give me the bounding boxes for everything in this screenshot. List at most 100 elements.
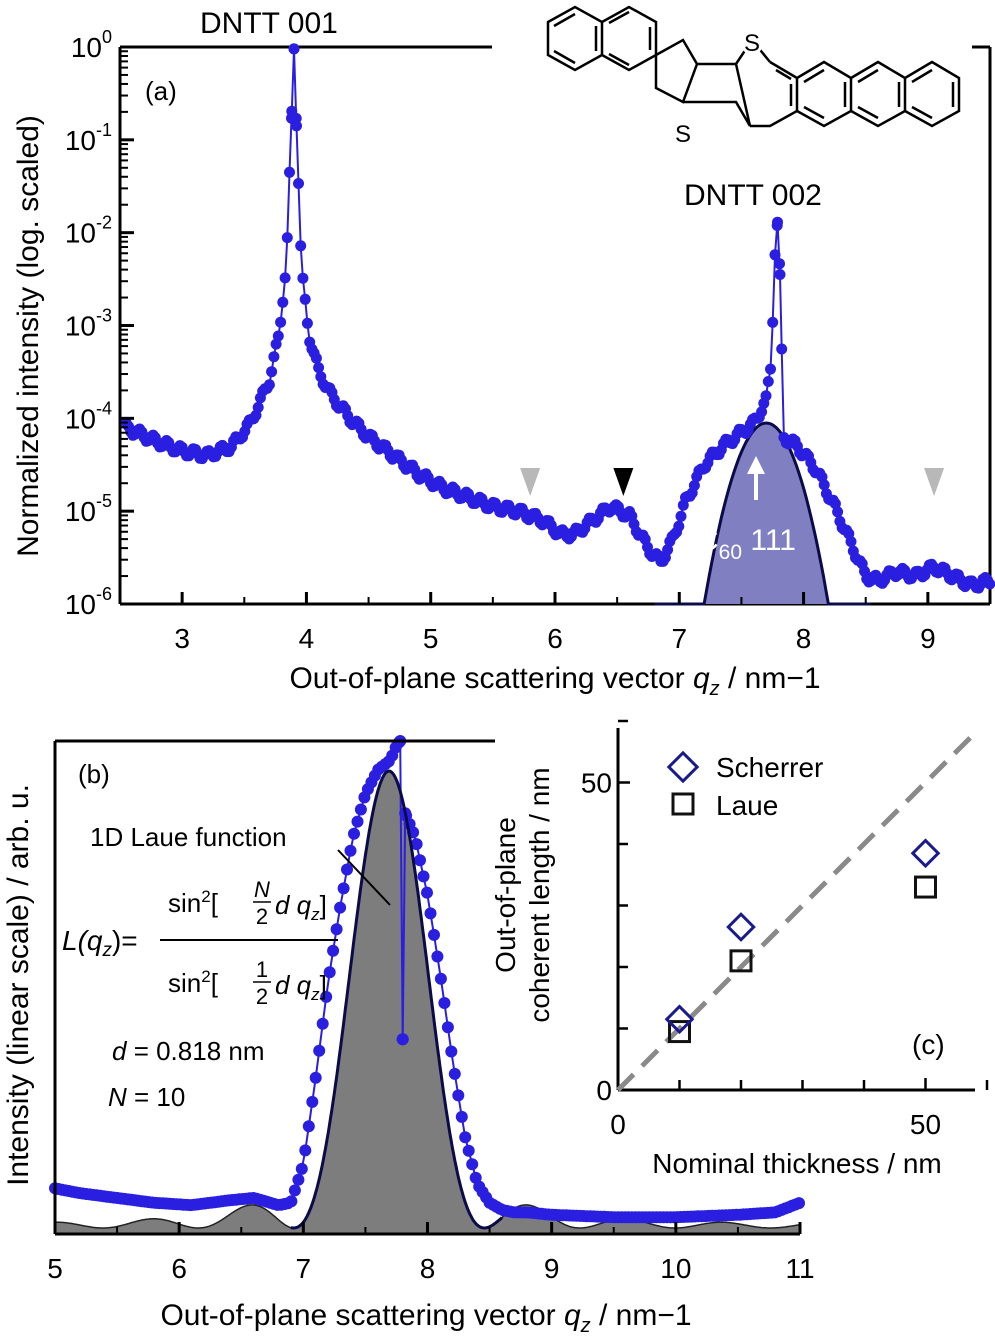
b-data-point [459,1131,472,1144]
a-triangle-marker [613,468,634,496]
b-data-point [441,1021,454,1034]
a-xtick-label: 3 [174,623,190,654]
panel-c-ticks: 0 50 0 50 [581,719,989,1140]
eq-den-open: [ [211,968,219,998]
b-data-point [299,1144,312,1157]
b-data-point [428,928,440,941]
a-data-point [310,352,322,364]
molecule-thiophene-left [654,38,699,104]
molecule-ring-far-right [904,60,961,128]
panel-b-y-label: Intensity (linear scale) / arb. u. [2,784,35,1186]
b-data-point [455,1110,468,1123]
dntt-001-label: DNTT 001 [200,7,338,40]
param-n-val: = 10 [127,1082,186,1112]
c60-label-hkl: 111 [742,524,796,557]
b-data-point [462,1144,475,1157]
a-triangle-marker [924,468,945,496]
b-data-point [320,990,333,1003]
panel-a-axes [118,45,992,606]
eq-lhs: L(qz)= [62,925,138,961]
laue-point [914,875,937,899]
panel-a-label: (a) [145,76,177,106]
a-data-point [297,272,309,284]
eq-lhs-end: )= [112,925,138,956]
panel-b-x-label: Out-of-plane scattering vector qz / nm−1 [160,1299,691,1337]
molecule-atom-s-bottom: S [675,121,691,148]
b-data-point [344,844,357,857]
scherrer-point [726,912,756,942]
a-data-point [845,536,857,548]
a-ytick-base: 10 [65,311,96,342]
molecule-ring-far-right-bonds [911,68,955,120]
b-data-point [330,923,343,936]
molecule-atom-s-top: S [744,30,760,57]
panel-b-x-label-var: q [564,1299,581,1332]
a-data-point [268,351,280,363]
molecule-ring-left-outer-inner-bonds [553,12,598,65]
dntt-molecule-structure [546,5,961,128]
a-data-point [772,216,783,228]
eq-den-frac-bottom: 2 [256,984,268,1009]
a-ytick-base: 10 [65,589,96,620]
legend-laue-label: Laue [716,790,778,821]
panel-a-x-ticks: 3 4 5 6 7 8 9 [174,592,936,654]
a-ytick-exp: -4 [96,398,112,418]
molecule-ring-left-inner [601,5,658,72]
b-data-point [438,997,451,1009]
b-data-point [327,944,340,957]
a-ytick-base: 10 [65,496,96,527]
b-xtick-label: 8 [420,1253,436,1284]
b-data-point [334,901,347,914]
b-data-point [337,882,350,895]
panel-a-x-label-var: q [693,662,710,695]
a-data-point [281,232,293,244]
panel-c-legend: Scherrer Laue [666,750,823,821]
panel-b-x-label-sub: z [580,1315,591,1337]
a-data-point [293,178,304,189]
b-data-point [410,838,423,851]
a-ytick-label: 100 [71,27,112,63]
b-data-point [417,870,430,883]
a-data-point [765,363,776,375]
a-data-point [767,316,779,328]
b-xtick-label: 5 [47,1253,63,1284]
c60-fit-line [654,421,871,606]
a-ytick-exp: -1 [96,120,112,140]
b-data-point [424,907,437,920]
panel-a-x-label: Out-of-plane scattering vector qz / nm−1 [289,662,820,700]
laue-fit-area-shape [55,771,800,1234]
eq-den-frac-top: 1 [256,957,268,982]
a-ytick-base: 10 [65,403,96,434]
b-xtick-label: 9 [544,1253,560,1284]
legend-scherrer-marker [666,750,700,784]
a-xtick-label: 8 [796,623,812,654]
panel-a-data-series [120,43,995,594]
b-data-point [793,1197,805,1210]
b-data-point [323,966,336,979]
a-ytick-base: 10 [65,125,96,156]
b-data-point [445,1045,458,1058]
a-data-point [275,316,287,328]
panel-c-label: (c) [912,1029,945,1060]
a-data-point [675,510,687,522]
molecule-ring-right-inner-bonds [775,68,793,106]
a-data-point [756,406,768,418]
c-ytick-label: 0 [596,1075,612,1106]
panel-a-x-label-unit: / nm−1 [720,662,821,695]
panel-c-data-points [664,838,941,1044]
a-data-point [984,578,995,590]
a-ytick-label: 10-4 [65,398,112,434]
a-data-point [769,249,781,261]
a-data-point [774,269,786,280]
a-data-point [762,376,774,387]
panel-a-x-label-sub: z [709,678,720,700]
panel-a-y-label: Normalized intensity (log. scaled) [12,115,45,557]
molecule-ring-left-inner-bonds [608,10,652,67]
panel-c-y-label-line1: Out-of-plane [490,817,521,973]
b-xtick-label: 11 [785,1253,814,1284]
a-xtick-label: 5 [423,623,439,654]
a-data-point [252,401,264,413]
